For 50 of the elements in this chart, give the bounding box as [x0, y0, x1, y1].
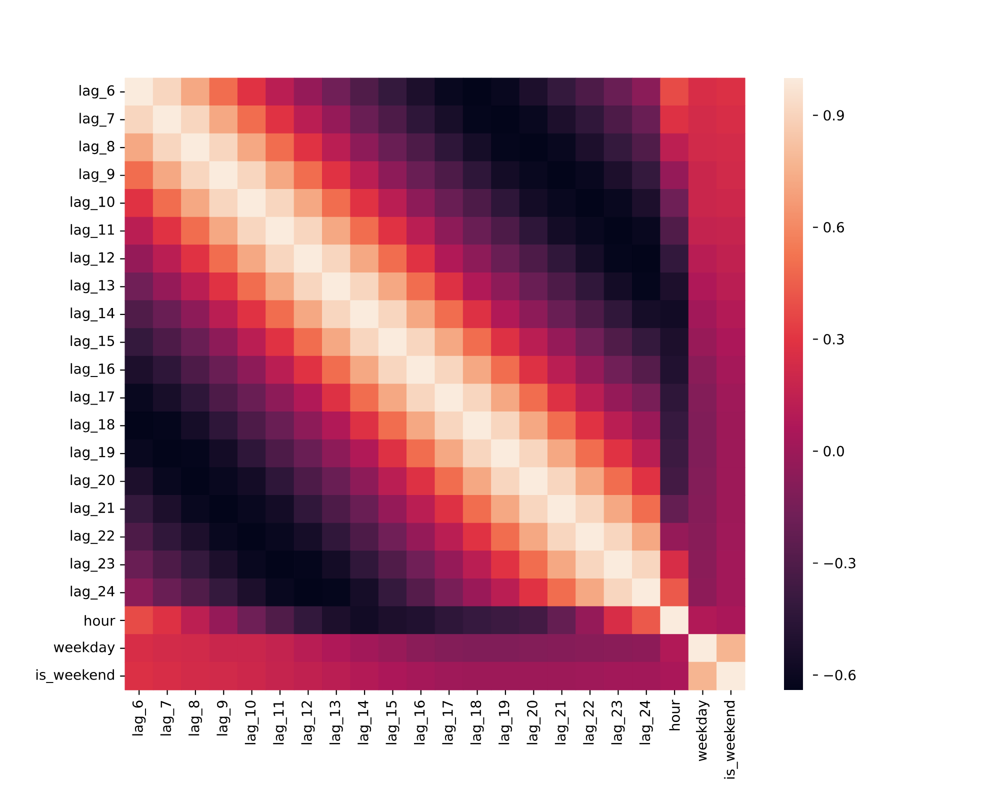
x-tick-label: lag_24 — [639, 700, 654, 744]
y-tick-label: lag_9 — [80, 168, 114, 182]
x-tick-label: lag_13 — [329, 700, 344, 744]
color-bar-label: 0.6 — [824, 222, 844, 233]
x-tick-label: weekday — [696, 700, 710, 762]
x-tick-label: lag_10 — [244, 700, 259, 744]
y-tick-label: lag_8 — [80, 140, 114, 154]
x-tick-label: lag_14 — [358, 700, 372, 744]
color-bar-label: 0.3 — [824, 334, 844, 344]
color-bar-label: −0.6 — [824, 670, 856, 680]
y-tick-label: lag_19 — [70, 446, 114, 460]
x-tick-label: is_weekend — [724, 701, 738, 779]
color-bar-label: −0.3 — [824, 558, 856, 568]
y-tick-label: hour — [84, 615, 116, 626]
y-tick-label: lag_10 — [70, 196, 114, 210]
y-tick-label: lag_24 — [70, 586, 114, 600]
y-tick-label: weekday — [54, 642, 115, 655]
y-tick-label: lag_17 — [70, 391, 114, 405]
x-tick-label: lag_19 — [498, 700, 512, 744]
x-tick-label: lag_15 — [386, 701, 400, 744]
y-tick-label: lag_16 — [70, 363, 114, 377]
x-tick-label: lag_23 — [611, 700, 626, 744]
x-tick-label: lag_16 — [414, 700, 428, 744]
x-tick-label: hour — [669, 700, 680, 730]
y-tick-label: lag_13 — [70, 280, 114, 294]
x-tick-label: lag_22 — [583, 701, 597, 744]
y-tick-label: lag_20 — [70, 474, 114, 488]
y-tick-label: lag_6 — [80, 85, 114, 99]
color-bar-label: 0.0 — [824, 446, 844, 456]
y-tick-label: lag_18 — [70, 418, 114, 433]
y-tick-label: lag_7 — [80, 112, 114, 127]
x-tick-label: lag_8 — [188, 700, 202, 736]
y-tick-label: lag_14 — [70, 308, 114, 322]
x-tick-label: lag_6 — [132, 700, 146, 736]
x-tick-label: lag_7 — [160, 700, 174, 736]
y-tick-label: lag_12 — [70, 252, 114, 266]
color-bar-label: 0.9 — [824, 110, 844, 121]
x-tick-label: lag_21 — [554, 701, 569, 744]
x-tick-label: lag_20 — [526, 700, 541, 744]
y-tick-label: lag_23 — [70, 558, 114, 572]
y-tick-label: lag_11 — [70, 224, 114, 238]
x-tick-label: lag_9 — [216, 700, 231, 736]
y-tick-label: lag_21 — [70, 502, 114, 516]
x-tick-label: lag_11 — [273, 701, 287, 744]
x-tick-label: lag_18 — [470, 700, 484, 744]
y-tick-label: lag_15 — [70, 335, 114, 350]
x-tick-label: lag_17 — [442, 700, 456, 744]
x-tick-label: lag_12 — [301, 701, 316, 744]
y-tick-label: is_weekend — [36, 669, 114, 683]
y-tick-label: lag_22 — [70, 530, 114, 544]
